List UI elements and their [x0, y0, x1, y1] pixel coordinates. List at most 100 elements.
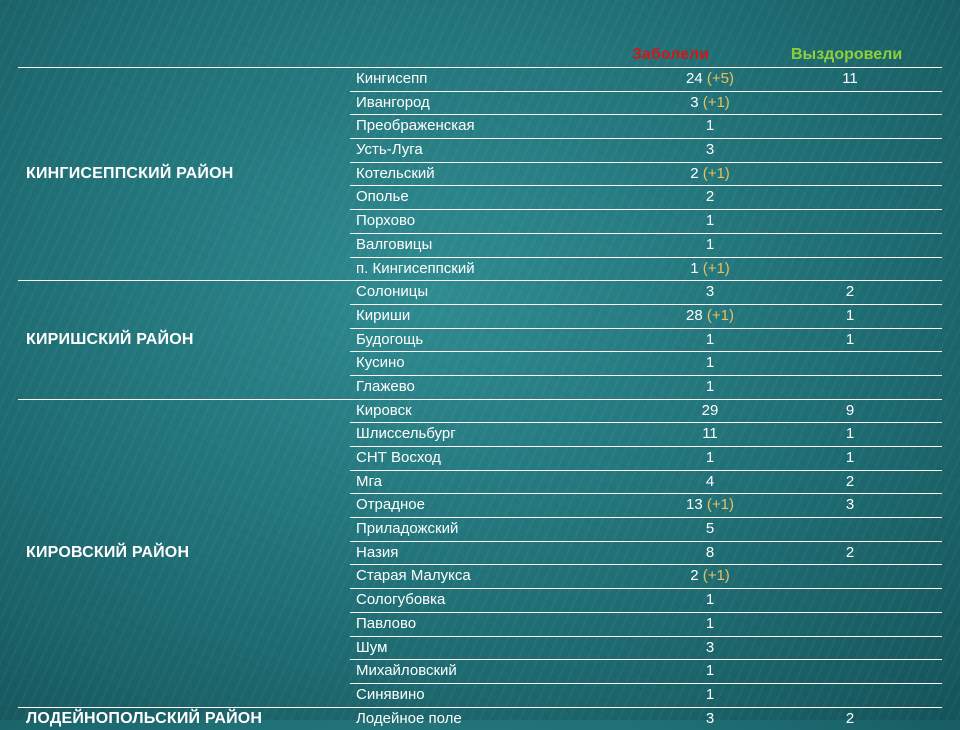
table-row: Глажево 1 — [350, 376, 942, 399]
sick-cell: 2 (+1) — [660, 163, 760, 185]
table-row: Павлово 1 — [350, 613, 942, 637]
town-name: Кириши — [356, 306, 411, 324]
table-row: Лодейное поле 3 2 — [350, 708, 942, 730]
sick-count: 8 — [705, 543, 715, 561]
sick-count: 1 — [705, 614, 715, 632]
sick-count: 3 — [690, 93, 699, 111]
sick-cell: 4 — [660, 471, 760, 493]
column-headers: Заболели Выздоровели — [0, 46, 960, 66]
sick-cell: 3 — [660, 281, 760, 303]
town-name: Синявино — [356, 685, 425, 703]
table-row: Кусино 1 — [350, 352, 942, 376]
district-block: КИРОВСКИЙ РАЙОН Кировск 29 9 Шлиссельбург 11 1… — [18, 398, 942, 707]
sick-cell: 1 — [660, 376, 760, 398]
sick-cell: 1 — [660, 210, 760, 232]
sick-count: 1 — [705, 662, 715, 680]
table-row: Кингисепп 24 (+5) 11 — [350, 68, 942, 92]
sick-count: 11 — [702, 425, 718, 443]
town-name: Ополье — [356, 188, 409, 206]
sick-cell: 3 (+1) — [660, 92, 760, 114]
table-row: Отрадное 13 (+1) 3 — [350, 494, 942, 519]
sick-count: 29 — [701, 401, 719, 419]
sick-count: 2 — [690, 567, 699, 585]
header-recovered: Выздоровели — [791, 46, 903, 63]
district-rows: Лодейное поле 3 2 — [350, 708, 942, 730]
table-row: Сологубовка 1 — [350, 589, 942, 613]
recovered-count: 3 — [845, 496, 855, 514]
district-name: КИРИШСКИЙ РАЙОН — [26, 330, 194, 348]
table-row: Будогощь 1 1 — [350, 329, 942, 353]
table-row: Шум 3 — [350, 637, 942, 661]
town-name: Котельский — [356, 164, 435, 182]
sick-cell: 3 — [660, 139, 760, 161]
sick-count: 1 — [705, 354, 715, 372]
table-row: СНТ Восход 1 1 — [350, 447, 942, 471]
sick-cell: 2 (+1) — [660, 565, 760, 587]
town-name: Солоницы — [356, 283, 429, 301]
town-name: Валговицы — [356, 235, 433, 253]
sick-count: 1 — [705, 685, 715, 703]
town-name: Павлово — [356, 614, 417, 632]
sick-count: 1 — [705, 330, 715, 348]
table-row: Старая Малукса 2 (+1) — [350, 565, 942, 590]
town-name: Кировск — [356, 401, 412, 419]
town-name: Сологубовка — [356, 591, 446, 609]
sick-delta: (+1) — [702, 93, 730, 111]
sick-cell: 11 — [660, 423, 760, 445]
town-name: Мга — [356, 472, 382, 490]
sick-count: 1 — [690, 259, 699, 277]
sick-count: 3 — [705, 283, 715, 301]
sick-cell: 1 — [660, 684, 760, 706]
district-block: КИНГИСЕППСКИЙ РАЙОН Кингисепп 24 (+5) 11 Ива… — [18, 67, 942, 280]
town-name: СНТ Восход — [356, 449, 441, 466]
table-row: Михайловский 1 — [350, 660, 942, 684]
table-row: Преображенская 1 — [350, 115, 942, 140]
sick-count: 1 — [705, 591, 715, 609]
sick-count: 1 — [705, 235, 715, 253]
sick-delta: (+1) — [702, 164, 730, 182]
town-name: Приладожский — [356, 520, 459, 538]
sick-cell: 1 — [660, 115, 760, 137]
town-name: Назия — [356, 543, 399, 561]
table-row: Назия 8 2 — [350, 542, 942, 566]
district-block: КИРИШСКИЙ РАЙОН Солоницы 3 2 Кириши 28 (+1) 1 Б… — [18, 280, 942, 398]
table-row: Кириши 28 (+1) 1 — [350, 305, 942, 329]
town-name: п. Кингисеппский — [356, 259, 475, 277]
sick-cell: 1 — [660, 329, 760, 351]
sick-cell: 13 (+1) — [660, 494, 760, 516]
recovered-count: 2 — [845, 283, 855, 301]
sick-cell: 1 — [660, 234, 760, 256]
town-name: Отрадное — [356, 496, 425, 514]
sick-cell: 1 — [660, 589, 760, 611]
sick-cell: 24 (+5) — [660, 68, 760, 90]
sick-count: 1 — [705, 117, 715, 135]
header-sick: Заболели — [632, 46, 710, 63]
sick-cell: 28 (+1) — [660, 305, 760, 327]
table-row: Порхово 1 — [350, 210, 942, 234]
district-rows: Кировск 29 9 Шлиссельбург 11 1 СНТ Восход 1 1 Мга… — [350, 400, 942, 707]
sick-cell: 1 — [660, 660, 760, 682]
town-name: Шлиссельбург — [356, 425, 456, 443]
district-name: КИНГИСЕППСКИЙ РАЙОН — [26, 165, 234, 183]
table-row: Шлиссельбург 11 1 — [350, 423, 942, 447]
sick-count: 2 — [705, 188, 715, 206]
sick-count: 28 — [686, 306, 703, 324]
table-row: Валговицы 1 — [350, 234, 942, 258]
table-row: п. Кингисеппский 1 (+1) — [350, 258, 942, 281]
table-row: Ополье 2 — [350, 186, 942, 211]
table-row: Кировск 29 9 — [350, 400, 942, 424]
town-name: Глажево — [356, 377, 415, 395]
sick-delta: (+1) — [702, 259, 730, 277]
sick-delta: (+1) — [706, 306, 734, 324]
recovered-count: 11 — [842, 70, 858, 87]
sick-count: 3 — [705, 141, 715, 159]
town-name: Михайловский — [356, 662, 457, 680]
table-row: Приладожский 5 — [350, 518, 942, 542]
table-row: Мга 4 2 — [350, 471, 942, 495]
recovered-count: 1 — [845, 306, 855, 324]
sick-count: 1 — [705, 212, 715, 230]
sick-count: 5 — [705, 520, 715, 538]
table-row: Котельский 2 (+1) — [350, 163, 942, 187]
sick-delta: (+1) — [706, 496, 734, 514]
recovered-count: 1 — [845, 330, 855, 348]
